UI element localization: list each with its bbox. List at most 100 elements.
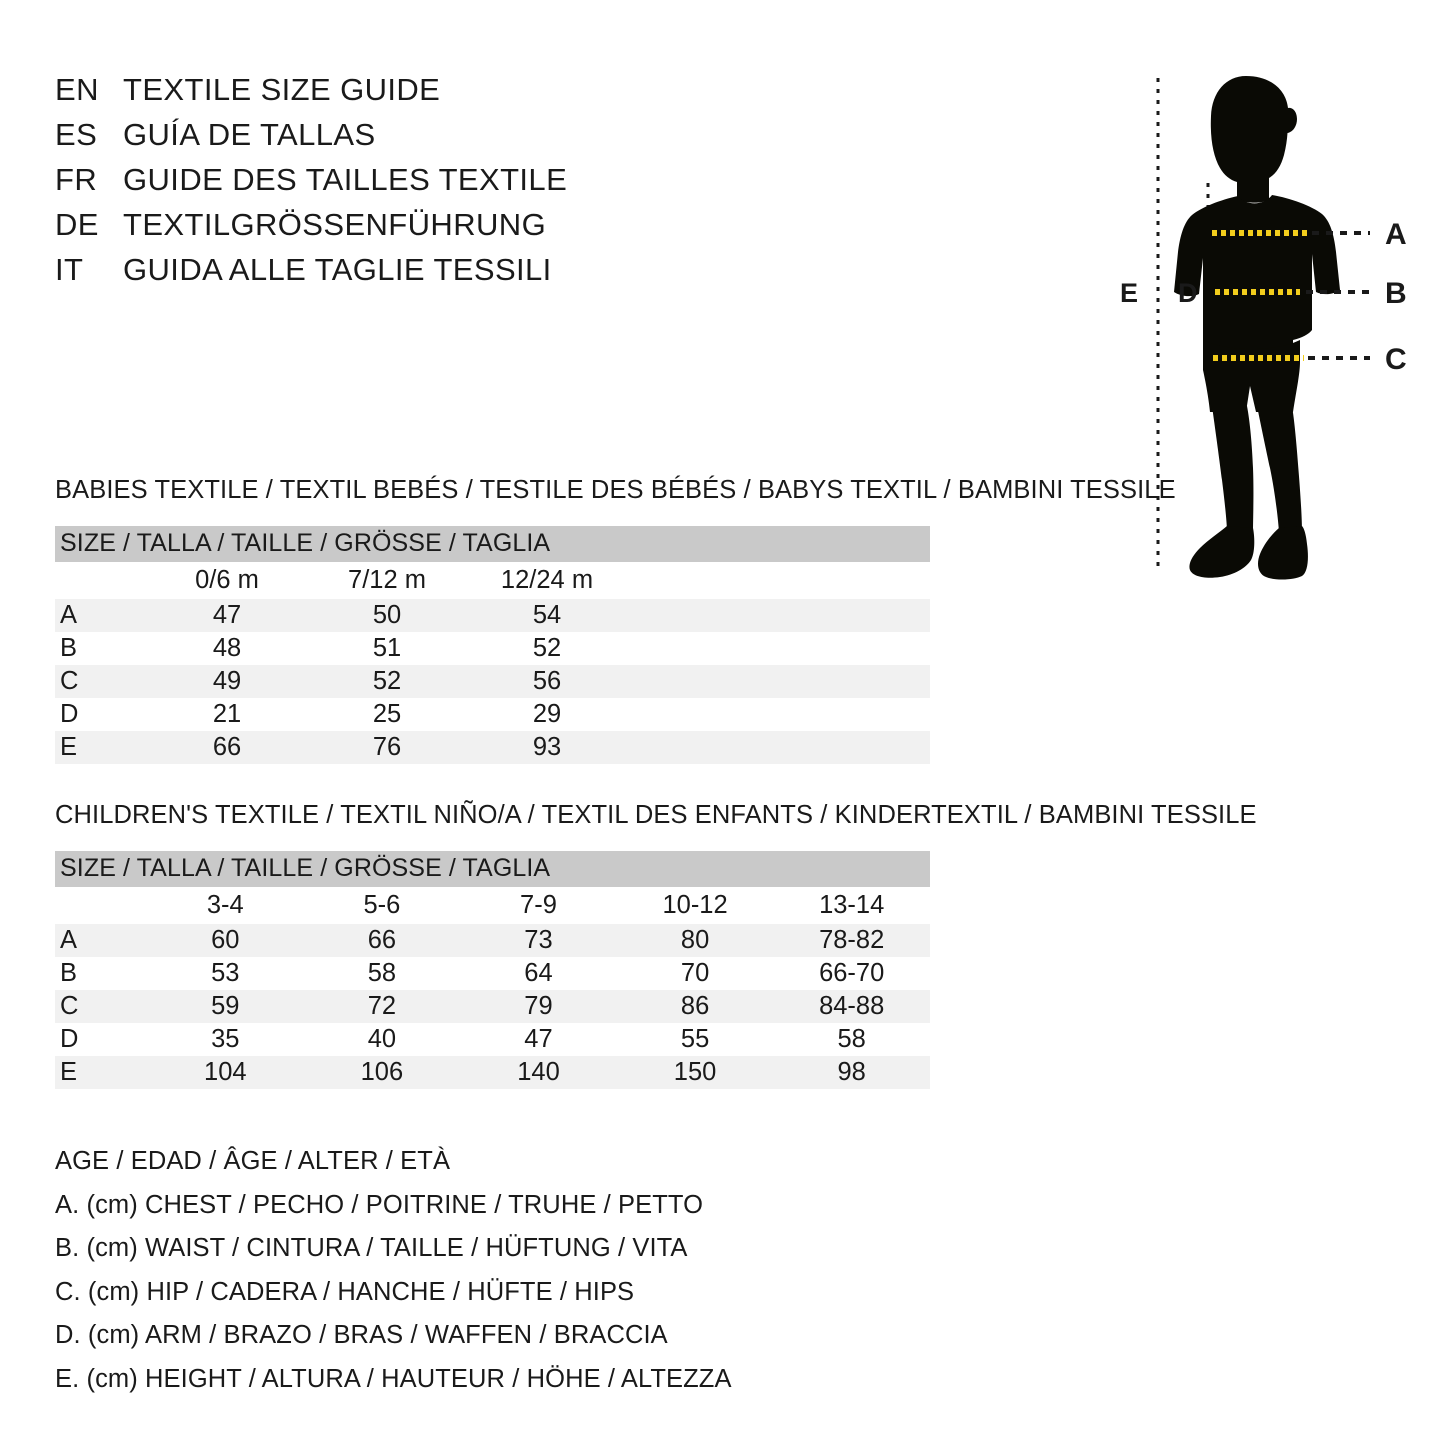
- children-cell-a-3: 80: [616, 923, 774, 957]
- measurement-figure-panel: A B C D E: [1050, 40, 1445, 610]
- children-cell-b-0: 53: [147, 956, 304, 990]
- legend-line-age: AGE / EDAD / ÂGE / ALTER / ETÀ: [55, 1147, 451, 1175]
- language-row-en: EN TEXTILE SIZE GUIDE: [55, 72, 695, 117]
- children-column-header-3: 10-12: [616, 886, 774, 924]
- table-row: C 49 52 56: [55, 664, 930, 698]
- babies-cell-b-0: 48: [147, 631, 307, 665]
- language-title-en: TEXTILE SIZE GUIDE: [123, 72, 441, 107]
- babies-cell-c-spacer: [627, 664, 930, 698]
- children-cell-c-2: 79: [460, 989, 617, 1023]
- children-cell-a-1: 66: [303, 923, 461, 957]
- language-code-es: ES: [55, 117, 98, 152]
- babies-cell-d-1: 25: [307, 697, 467, 731]
- babies-row-label-c: C: [55, 664, 147, 698]
- babies-cell-a-1: 50: [307, 598, 467, 632]
- children-row-label-b: B: [55, 956, 147, 990]
- legend-line-waist: B. (cm) WAIST / CINTURA / TAILLE / HÜFTU…: [55, 1234, 688, 1262]
- children-cell-e-2: 140: [460, 1055, 617, 1089]
- children-cell-c-0: 59: [147, 989, 304, 1023]
- children-column-header-2: 7-9: [460, 886, 617, 924]
- children-column-header-4: 13-14: [773, 886, 930, 924]
- babies-column-header-spacer: [627, 561, 930, 599]
- children-cell-b-4: 66-70: [773, 956, 930, 990]
- children-cell-b-3: 70: [616, 956, 774, 990]
- table-row: D 21 25 29: [55, 697, 930, 731]
- babies-cell-d-0: 21: [147, 697, 307, 731]
- children-row-label-e: E: [55, 1055, 147, 1089]
- children-cell-a-2: 73: [460, 923, 617, 957]
- table-row: B 48 51 52: [55, 631, 930, 665]
- language-row-it: IT GUIDA ALLE TAGLIE TESSILI: [55, 252, 695, 297]
- children-cell-b-1: 58: [303, 956, 461, 990]
- children-band-header-label: SIZE / TALLA / TAILLE / GRÖSSE / TAGLIA: [55, 850, 930, 887]
- babies-column-header-1: 7/12 m: [307, 561, 467, 599]
- legend-line-arm: D. (cm) ARM / BRAZO / BRAS / WAFFEN / BR…: [55, 1321, 668, 1349]
- babies-row-label-a: A: [55, 598, 147, 632]
- children-section-title: CHILDREN'S TEXTILE / TEXTIL NIÑO/A / TEX…: [55, 801, 1257, 829]
- child-silhouette-icon: [1174, 76, 1340, 580]
- children-textile-section: CHILDREN'S TEXTILE / TEXTIL NIÑO/A / TEX…: [55, 801, 1257, 1089]
- babies-row-label-d: D: [55, 697, 147, 731]
- children-cell-a-4: 78-82: [773, 923, 930, 957]
- table-row: E 104 106 140 150 98: [55, 1055, 930, 1089]
- children-column-header-1: 5-6: [303, 886, 461, 924]
- babies-cell-b-2: 52: [467, 631, 627, 665]
- children-row-label-d: D: [55, 1022, 147, 1056]
- figure-label-a: A: [1385, 218, 1407, 251]
- legend-line-hip: C. (cm) HIP / CADERA / HANCHE / HÜFTE / …: [55, 1277, 635, 1306]
- babies-column-header-row: 0/6 m 7/12 m 12/24 m: [55, 561, 930, 599]
- language-title-fr: GUIDE DES TAILLES TEXTILE: [123, 162, 568, 197]
- babies-cell-d-2: 29: [467, 697, 627, 731]
- children-cell-b-2: 64: [460, 956, 617, 990]
- measurement-legend: AGE / EDAD / ÂGE / ALTER / ETÀ A. (cm) C…: [55, 1140, 955, 1401]
- language-title-de: TEXTILGRÖSSENFÜHRUNG: [123, 207, 547, 242]
- children-cell-e-0: 104: [147, 1055, 304, 1089]
- babies-cell-a-2: 54: [467, 598, 627, 632]
- figure-label-d: D: [1178, 278, 1198, 308]
- language-code-it: IT: [55, 252, 84, 287]
- language-title-es: GUÍA DE TALLAS: [123, 117, 376, 152]
- legend-line-chest: A. (cm) CHEST / PECHO / POITRINE / TRUHE…: [55, 1190, 704, 1219]
- children-cell-c-4: 84-88: [773, 989, 930, 1023]
- figure-label-b: B: [1385, 277, 1407, 310]
- babies-cell-a-0: 47: [147, 598, 307, 632]
- babies-section-title: BABIES TEXTILE / TEXTIL BEBÉS / TESTILE …: [55, 476, 1176, 504]
- children-corner-cell: [55, 886, 147, 924]
- language-row-de: DE TEXTILGRÖSSENFÜHRUNG: [55, 207, 695, 252]
- babies-cell-b-spacer: [627, 631, 930, 665]
- legend-line-height: E. (cm) HEIGHT / ALTURA / HAUTEUR / HÖHE…: [55, 1364, 732, 1393]
- table-row: A 47 50 54: [55, 598, 930, 632]
- figure-label-e: E: [1120, 278, 1138, 308]
- table-row: E 66 76 93: [55, 730, 930, 764]
- babies-cell-e-2: 93: [467, 730, 627, 764]
- language-row-es: ES GUÍA DE TALLAS: [55, 117, 695, 162]
- language-code-de: DE: [55, 207, 99, 242]
- babies-row-label-e: E: [55, 730, 147, 764]
- children-cell-d-0: 35: [147, 1022, 304, 1056]
- babies-row-label-b: B: [55, 631, 147, 665]
- language-code-en: EN: [55, 72, 99, 107]
- babies-cell-c-0: 49: [147, 664, 307, 698]
- babies-cell-e-1: 76: [307, 730, 467, 764]
- children-size-table: SIZE / TALLA / TAILLE / GRÖSSE / TAGLIA …: [55, 850, 930, 1089]
- children-cell-e-3: 150: [616, 1055, 774, 1089]
- children-row-label-c: C: [55, 989, 147, 1023]
- children-row-label-a: A: [55, 923, 147, 957]
- language-heading-block: EN TEXTILE SIZE GUIDE ES GUÍA DE TALLAS …: [55, 72, 695, 297]
- language-code-fr: FR: [55, 162, 98, 197]
- babies-column-header-0: 0/6 m: [147, 561, 307, 599]
- children-column-header-0: 3-4: [147, 886, 304, 924]
- children-cell-c-1: 72: [303, 989, 461, 1023]
- babies-corner-cell: [55, 561, 147, 599]
- babies-cell-e-0: 66: [147, 730, 307, 764]
- language-row-fr: FR GUIDE DES TAILLES TEXTILE: [55, 162, 695, 207]
- babies-cell-c-1: 52: [307, 664, 467, 698]
- children-cell-d-3: 55: [616, 1022, 774, 1056]
- babies-cell-b-1: 51: [307, 631, 467, 665]
- table-row: C 59 72 79 86 84-88: [55, 989, 930, 1023]
- table-row: B 53 58 64 70 66-70: [55, 956, 930, 990]
- table-row: D 35 40 47 55 58: [55, 1022, 930, 1056]
- children-cell-a-0: 60: [147, 923, 304, 957]
- children-cell-e-4: 98: [773, 1055, 930, 1089]
- babies-cell-c-2: 56: [467, 664, 627, 698]
